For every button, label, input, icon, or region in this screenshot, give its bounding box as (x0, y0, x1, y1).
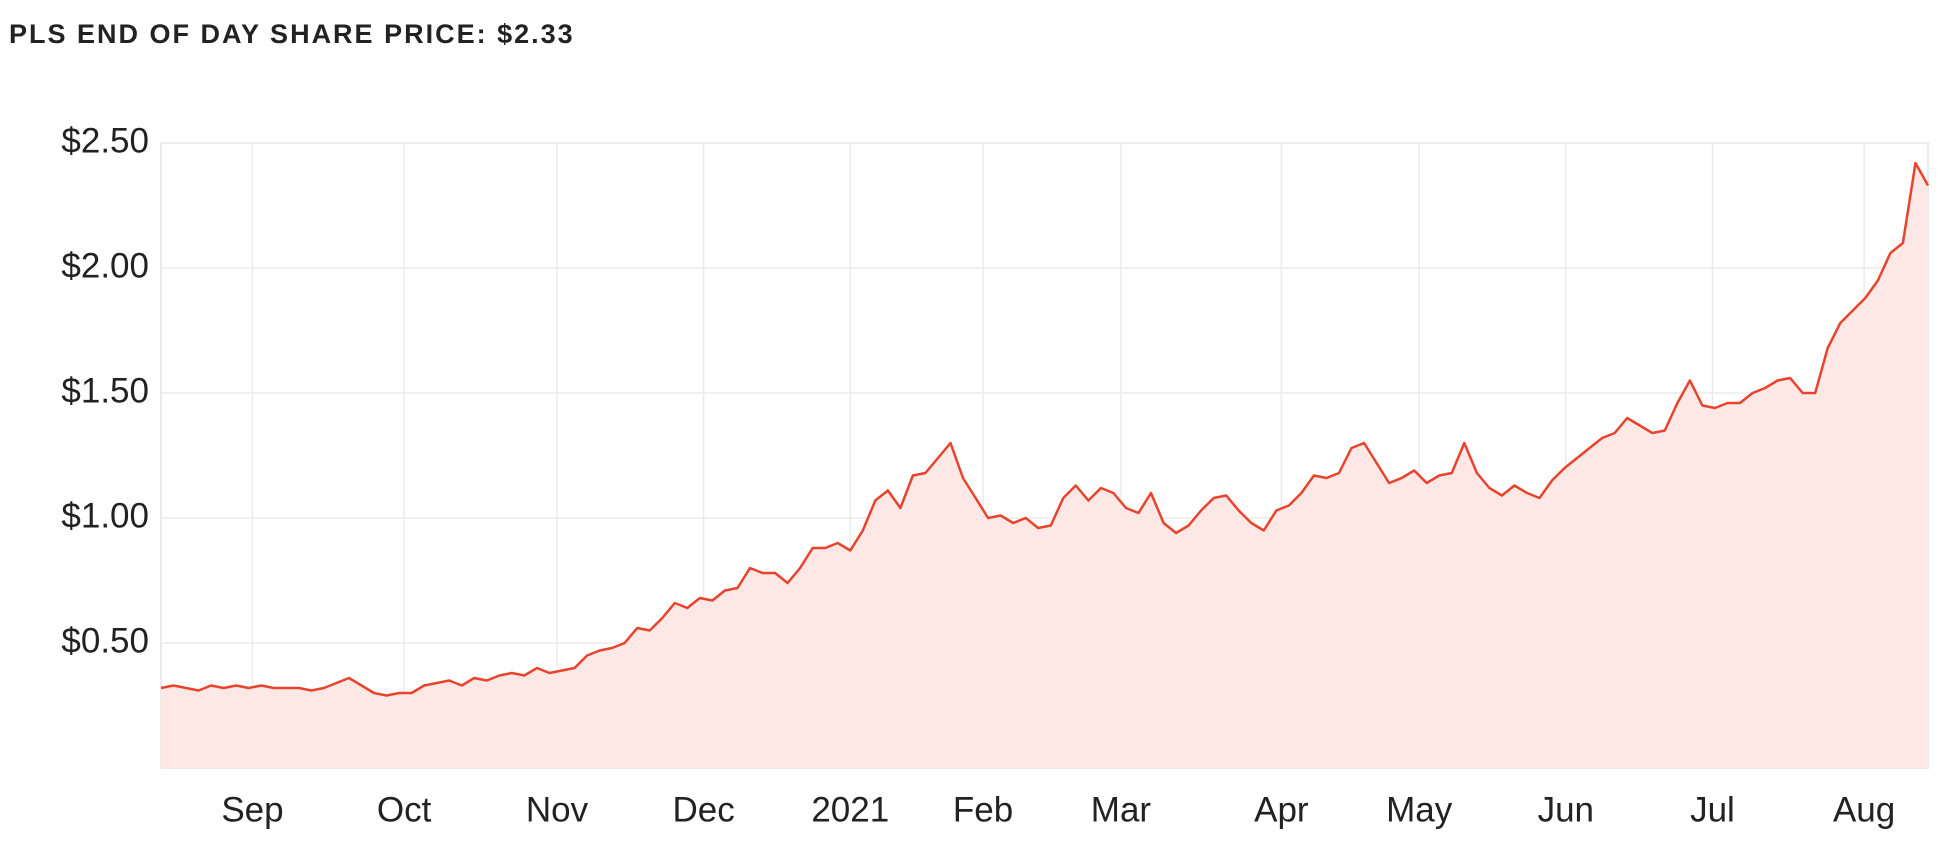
x-tick-label: 2021 (811, 790, 889, 829)
x-tick-label: Apr (1254, 790, 1309, 829)
x-tick-label: Oct (377, 790, 432, 829)
x-tick-label: May (1386, 790, 1453, 829)
x-tick-label: Sep (221, 790, 283, 829)
y-tick-label: $2.00 (61, 246, 149, 285)
x-tick-label: Jun (1538, 790, 1594, 829)
price-line (160, 161, 1930, 697)
y-tick-label: $1.00 (61, 496, 149, 535)
y-tick-label: $2.50 (61, 121, 149, 160)
area-fill (161, 163, 1928, 768)
x-tick-label: Feb (953, 790, 1013, 829)
x-tick-label: Nov (526, 790, 589, 829)
y-tick-label: $1.50 (61, 371, 149, 410)
y-tick-label: $0.50 (61, 621, 149, 660)
x-tick-label: Dec (673, 790, 735, 829)
x-tick-label: Jul (1690, 790, 1735, 829)
chart-title: PLS END OF DAY SHARE PRICE: $2.33 (9, 19, 575, 49)
x-tick-label: Aug (1833, 790, 1895, 829)
x-tick-label: Mar (1091, 790, 1152, 829)
